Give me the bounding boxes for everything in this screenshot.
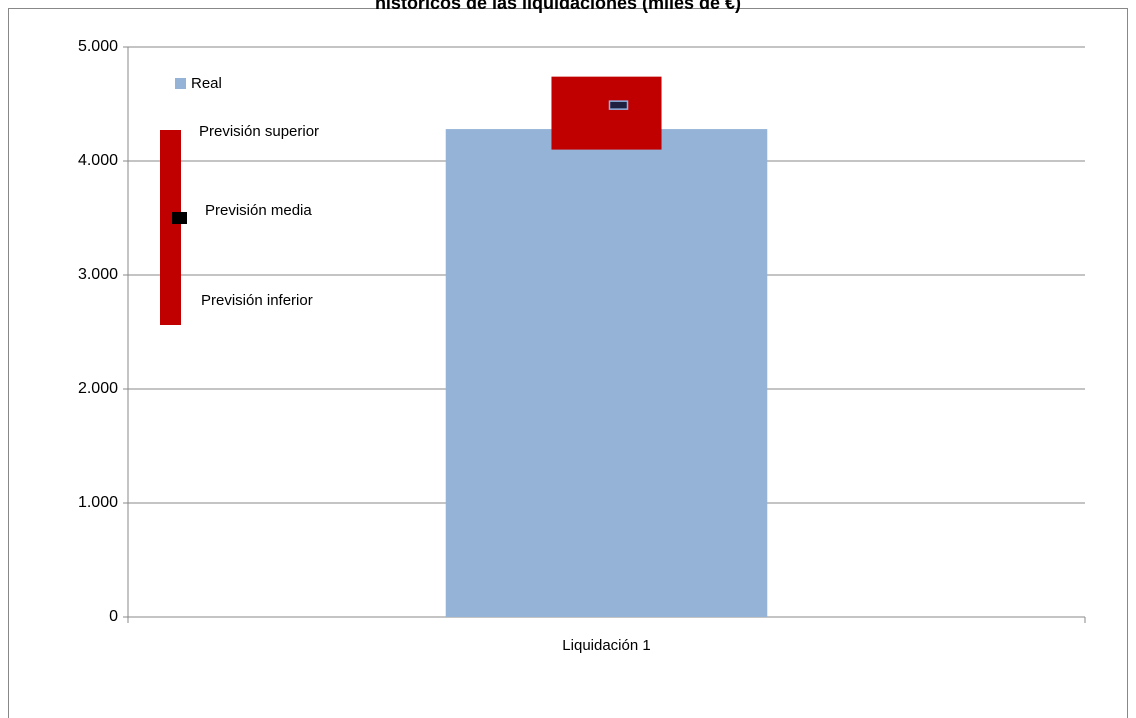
y-tick-label: 0 <box>109 608 118 625</box>
legend-swatch <box>175 78 186 89</box>
legend-label: Previsión media <box>205 202 312 219</box>
forecast-mean <box>608 100 629 110</box>
y-tick-label: 5.000 <box>78 38 118 55</box>
x-tick-label: Liquidación 1 <box>562 637 650 654</box>
forecast-range <box>551 76 662 150</box>
y-tick-label: 2.000 <box>78 380 118 397</box>
legend-label: Previsión inferior <box>201 292 313 309</box>
legend-label: Previsión superior <box>199 123 319 140</box>
legend-label: Real <box>191 75 222 92</box>
chart-title: históricos de las liquidaciones (miles d… <box>375 0 741 13</box>
legend-swatch <box>172 212 187 224</box>
y-tick-label: 1.000 <box>78 494 118 511</box>
bar <box>445 129 768 617</box>
y-tick-label: 3.000 <box>78 266 118 283</box>
legend-swatch <box>160 130 181 325</box>
y-tick-label: 4.000 <box>78 152 118 169</box>
